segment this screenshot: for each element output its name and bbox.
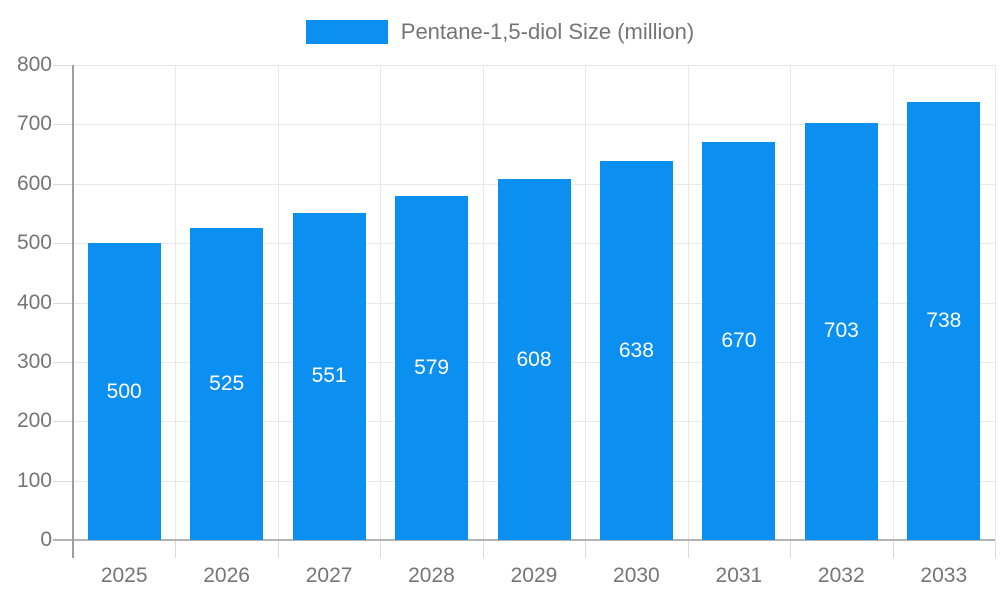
y-gridline <box>73 124 995 125</box>
x-tick-mark <box>893 540 894 558</box>
y-axis-label: 600 <box>16 172 52 195</box>
y-axis-line <box>72 65 74 558</box>
x-tick-mark <box>790 540 791 558</box>
legend-swatch[interactable] <box>305 20 388 44</box>
bar-value-label: 703 <box>823 319 859 343</box>
x-axis-label: 2033 <box>920 564 968 587</box>
bar-2030[interactable] <box>599 161 673 540</box>
y-tick-mark <box>53 362 73 363</box>
x-tick-mark <box>380 540 381 558</box>
x-tick-mark <box>688 540 689 558</box>
x-axis-label: 2026 <box>203 564 250 587</box>
y-gridline <box>73 65 995 66</box>
bar-2032[interactable] <box>804 122 878 540</box>
bar-2026[interactable] <box>190 228 264 540</box>
y-axis-label: 700 <box>16 112 52 135</box>
bar-value-label: 738 <box>926 308 962 332</box>
bar-2033[interactable] <box>907 101 981 540</box>
bar-2025[interactable] <box>87 243 161 540</box>
bar-value-label: 525 <box>209 372 245 396</box>
y-axis-label: 500 <box>16 231 52 254</box>
x-tick-mark <box>483 540 484 558</box>
y-tick-mark <box>53 481 73 482</box>
x-tick-mark <box>278 540 279 558</box>
bar-2029[interactable] <box>497 179 571 540</box>
y-axis-label: 100 <box>16 469 52 492</box>
bar-2031[interactable] <box>702 142 776 540</box>
x-axis-label: 2029 <box>510 564 558 587</box>
y-axis-label: 300 <box>16 350 52 373</box>
x-gridline <box>995 65 996 540</box>
y-tick-mark <box>53 124 73 125</box>
x-axis-label: 2028 <box>408 564 455 587</box>
x-gridline <box>380 65 381 540</box>
x-axis-label: 2032 <box>817 564 865 587</box>
y-tick-mark <box>53 421 73 422</box>
x-gridline <box>688 65 689 540</box>
y-tick-mark <box>53 303 73 304</box>
bar-value-label: 638 <box>618 338 654 362</box>
x-gridline <box>483 65 484 540</box>
x-gridline <box>278 65 279 540</box>
y-axis-label: 200 <box>16 409 52 432</box>
bar-value-label: 551 <box>311 364 347 388</box>
legend-label: Pentane-1,5-diol Size (million) <box>400 19 695 44</box>
chart-legend: Pentane-1,5-diol Size (million) <box>0 19 1000 45</box>
x-tick-mark <box>995 540 996 558</box>
x-axis-line <box>53 539 995 541</box>
bar-value-label: 608 <box>516 347 552 371</box>
x-gridline <box>585 65 586 540</box>
y-axis-label: 400 <box>16 291 52 314</box>
x-axis-label: 2025 <box>100 564 148 587</box>
x-axis-label: 2027 <box>305 564 353 587</box>
y-tick-mark <box>53 184 73 185</box>
bar-value-label: 579 <box>414 356 450 380</box>
bar-value-label: 500 <box>106 379 142 403</box>
x-tick-mark <box>175 540 176 558</box>
x-axis-label: 2030 <box>613 564 660 587</box>
bar-2027[interactable] <box>292 212 366 540</box>
y-axis-label: 800 <box>16 53 52 76</box>
x-gridline <box>790 65 791 540</box>
x-tick-mark <box>585 540 586 558</box>
bar-2028[interactable] <box>395 196 469 540</box>
bar-value-label: 670 <box>721 329 757 353</box>
y-tick-mark <box>53 243 73 244</box>
x-axis-label: 2031 <box>715 564 763 587</box>
y-tick-mark <box>53 65 73 66</box>
y-axis-label: 0 <box>40 528 52 551</box>
x-gridline <box>893 65 894 540</box>
x-gridline <box>175 65 176 540</box>
